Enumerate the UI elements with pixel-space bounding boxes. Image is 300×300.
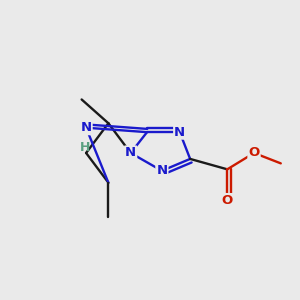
Text: N: N <box>125 146 136 160</box>
Text: N: N <box>156 164 167 177</box>
Text: H: H <box>80 140 90 154</box>
Text: O: O <box>248 146 260 160</box>
Text: N: N <box>174 126 185 139</box>
Text: O: O <box>222 194 233 207</box>
Text: N: N <box>80 121 92 134</box>
